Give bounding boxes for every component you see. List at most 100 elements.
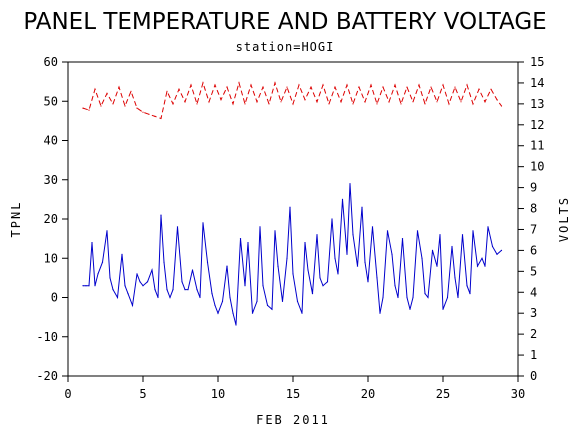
- data-point: [266, 304, 269, 306]
- data-point: [496, 253, 498, 255]
- data-point: [412, 101, 414, 103]
- data-point: [412, 296, 414, 299]
- x-tick-label: 0: [64, 387, 71, 401]
- data-point: [424, 293, 426, 295]
- data-point: [356, 265, 359, 267]
- data-point: [307, 269, 309, 271]
- data-point: [151, 269, 153, 271]
- data-point: [274, 230, 276, 232]
- data-point: [304, 242, 306, 244]
- data-point: [349, 183, 351, 185]
- y-right-tick-label: 4: [530, 285, 537, 299]
- y-left-tick-label: 20: [44, 212, 58, 226]
- chart-title: PANEL TEMPERATURE AND BATTERY VOLTAGE: [23, 9, 546, 35]
- data-point: [190, 84, 192, 86]
- data-point: [166, 90, 168, 92]
- data-point: [310, 86, 312, 88]
- data-point: [124, 105, 126, 107]
- y-left-tick-label: 40: [44, 134, 58, 148]
- data-point: [340, 101, 342, 103]
- data-point: [436, 101, 438, 103]
- data-point: [94, 88, 96, 90]
- x-axis: 0 5 10 15 20 25 30: [64, 376, 525, 401]
- data-point: [286, 257, 288, 259]
- data-point: [154, 115, 156, 117]
- data-point: [352, 234, 354, 236]
- data-point: [268, 103, 270, 105]
- data-point: [226, 265, 228, 267]
- data-point: [256, 101, 258, 103]
- data-point: [130, 90, 132, 92]
- data-point: [341, 198, 344, 200]
- data-point: [334, 86, 336, 88]
- data-point: [331, 218, 333, 220]
- data-point: [484, 101, 486, 103]
- data-point: [191, 269, 194, 271]
- data-point: [376, 277, 378, 279]
- data-point: [112, 289, 114, 291]
- data-point: [487, 226, 489, 228]
- data-point: [101, 261, 104, 263]
- data-point: [82, 285, 84, 287]
- data-point: [298, 84, 300, 86]
- data-point: [292, 103, 294, 105]
- data-point: [116, 296, 119, 299]
- data-point: [91, 242, 93, 244]
- x-tick-label: 30: [511, 387, 525, 401]
- data-point: [187, 289, 189, 291]
- data-point: [169, 296, 171, 299]
- data-point: [319, 277, 321, 279]
- y-left-tick-label: -10: [36, 330, 58, 344]
- data-point: [163, 261, 165, 263]
- data-point: [364, 101, 366, 103]
- data-point: [124, 285, 126, 287]
- data-point: [199, 296, 201, 299]
- data-point: [451, 245, 453, 248]
- y-right-tick-label: 10: [530, 160, 544, 174]
- y-right-tick-label: 7: [530, 222, 537, 236]
- data-point: [184, 289, 186, 291]
- data-point: [409, 308, 411, 310]
- data-point: [85, 285, 87, 287]
- y-left-tick-label: 50: [44, 94, 58, 108]
- data-point: [472, 230, 474, 232]
- data-point: [491, 245, 494, 248]
- data-point: [217, 312, 219, 314]
- data-point: [481, 257, 483, 259]
- data-point: [346, 84, 348, 86]
- data-point: [157, 296, 159, 299]
- y-right-tick-label: 13: [530, 97, 544, 111]
- y-right-tick-label: 3: [530, 306, 537, 320]
- y-right-tick-label: 15: [530, 55, 544, 69]
- data-point: [118, 86, 120, 88]
- data-point: [500, 105, 503, 107]
- data-point: [154, 289, 156, 291]
- data-point: [436, 265, 438, 267]
- data-point: [430, 86, 432, 88]
- data-point: [214, 84, 216, 86]
- data-point: [397, 296, 399, 299]
- data-point: [94, 285, 96, 287]
- data-point: [352, 103, 354, 105]
- data-point: [358, 86, 360, 88]
- y-right-tick-label: 12: [530, 118, 544, 132]
- x-tick-label: 10: [211, 387, 225, 401]
- data-point: [416, 230, 419, 232]
- data-point: [446, 296, 449, 299]
- data-point: [376, 103, 378, 105]
- data-point: [296, 300, 299, 302]
- data-point: [371, 226, 374, 228]
- data-point: [476, 265, 479, 267]
- data-point: [208, 101, 210, 103]
- data-point: [454, 277, 456, 279]
- data-point: [391, 253, 393, 255]
- data-point: [238, 82, 240, 84]
- data-point: [160, 117, 162, 120]
- data-point: [472, 103, 474, 105]
- data-point: [337, 273, 339, 275]
- data-point: [244, 103, 246, 105]
- data-point: [364, 261, 366, 263]
- data-point: [439, 234, 441, 236]
- data-point: [388, 101, 390, 103]
- data-point: [326, 281, 329, 283]
